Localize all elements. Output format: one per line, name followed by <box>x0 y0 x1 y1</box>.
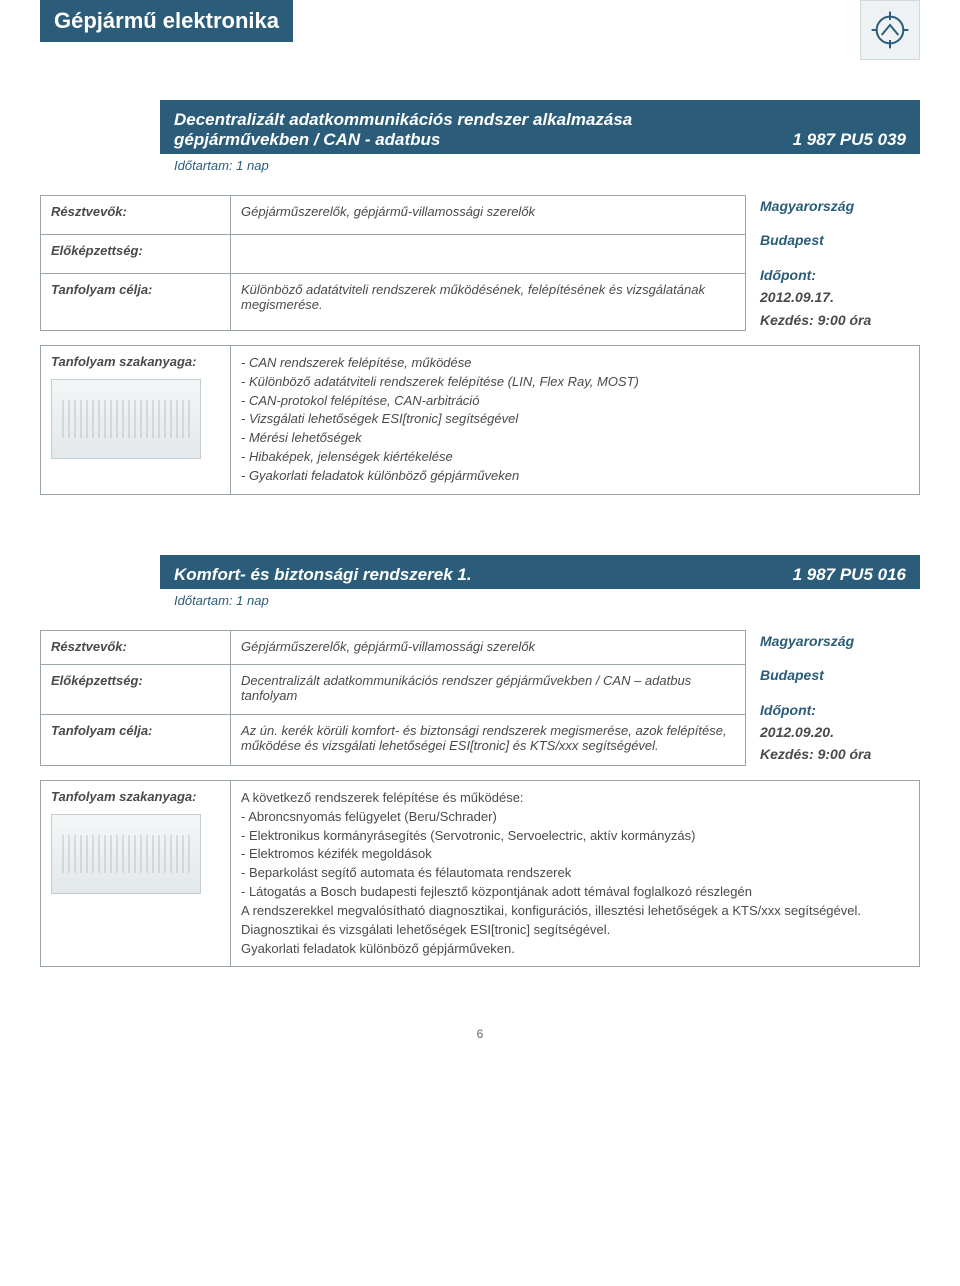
page-number: 6 <box>40 1027 920 1041</box>
start-prefix: Kezdés: <box>760 312 818 328</box>
label-material: Tanfolyam szakanyaga: <box>41 345 231 494</box>
label-goal: Tanfolyam célja: <box>41 715 231 765</box>
value-participants: Gépjárműszerelők, gépjármű-villamossági … <box>231 630 746 664</box>
material-label-text: Tanfolyam szakanyaga: <box>51 789 196 804</box>
course-sidebar: Magyarország Budapest Időpont: 2012.09.1… <box>760 195 920 331</box>
side-start: Kezdés: 9:00 óra <box>760 743 920 765</box>
label-participants: Résztvevők: <box>41 630 231 664</box>
value-participants: Gépjárműszerelők, gépjármű-villamossági … <box>231 196 746 235</box>
course-header: Komfort- és biztonsági rendszerek 1. 1 9… <box>160 555 920 589</box>
side-city: Budapest <box>760 229 920 251</box>
value-prereq: Decentralizált adatkommunikációs rendsze… <box>231 665 746 715</box>
course-info-table: Résztvevők: Gépjárműszerelők, gépjármű-v… <box>40 195 746 331</box>
start-prefix: Kezdés: <box>760 746 818 762</box>
start-value: 9:00 óra <box>818 312 872 328</box>
label-goal: Tanfolyam célja: <box>41 273 231 330</box>
side-country: Magyarország <box>760 630 920 652</box>
course-code: 1 987 PU5 016 <box>793 565 906 585</box>
course-title: Komfort- és biztonsági rendszerek 1. <box>174 565 472 585</box>
side-date: 2012.09.20. <box>760 721 920 743</box>
category-icon <box>860 0 920 60</box>
material-label-text: Tanfolyam szakanyaga: <box>51 354 196 369</box>
material-thumbnail <box>51 814 201 894</box>
course-block: Decentralizált adatkommunikációs rendsze… <box>40 100 920 495</box>
course-title: Decentralizált adatkommunikációs rendsze… <box>174 110 734 150</box>
label-prereq: Előképzettség: <box>41 234 231 273</box>
label-prereq: Előképzettség: <box>41 665 231 715</box>
course-material-table: Tanfolyam szakanyaga: - CAN rendszerek f… <box>40 345 920 495</box>
course-sidebar: Magyarország Budapest Időpont: 2012.09.2… <box>760 630 920 766</box>
course-header: Decentralizált adatkommunikációs rendsze… <box>160 100 920 154</box>
side-country: Magyarország <box>760 195 920 217</box>
material-thumbnail <box>51 379 201 459</box>
course-material-table: Tanfolyam szakanyaga: A következő rendsz… <box>40 780 920 968</box>
page-title: Gépjármű elektronika <box>40 0 293 42</box>
side-city: Budapest <box>760 664 920 686</box>
side-time-label: Időpont: <box>760 264 920 286</box>
start-value: 9:00 óra <box>818 746 872 762</box>
course-code: 1 987 PU5 039 <box>793 130 906 150</box>
value-material: A következő rendszerek felépítése és műk… <box>231 780 920 967</box>
course-duration: Időtartam: 1 nap <box>160 589 920 608</box>
value-prereq <box>231 234 746 273</box>
label-participants: Résztvevők: <box>41 196 231 235</box>
course-block: Komfort- és biztonsági rendszerek 1. 1 9… <box>40 555 920 968</box>
side-time-label: Időpont: <box>760 699 920 721</box>
label-material: Tanfolyam szakanyaga: <box>41 780 231 967</box>
course-info-table: Résztvevők: Gépjárműszerelők, gépjármű-v… <box>40 630 746 766</box>
course-duration: Időtartam: 1 nap <box>160 154 920 173</box>
value-material: - CAN rendszerek felépítése, működése- K… <box>231 345 920 494</box>
value-goal: Az ún. kerék körüli komfort- és biztonsá… <box>231 715 746 765</box>
side-start: Kezdés: 9:00 óra <box>760 309 920 331</box>
value-goal: Különböző adatátviteli rendszerek működé… <box>231 273 746 330</box>
side-date: 2012.09.17. <box>760 286 920 308</box>
